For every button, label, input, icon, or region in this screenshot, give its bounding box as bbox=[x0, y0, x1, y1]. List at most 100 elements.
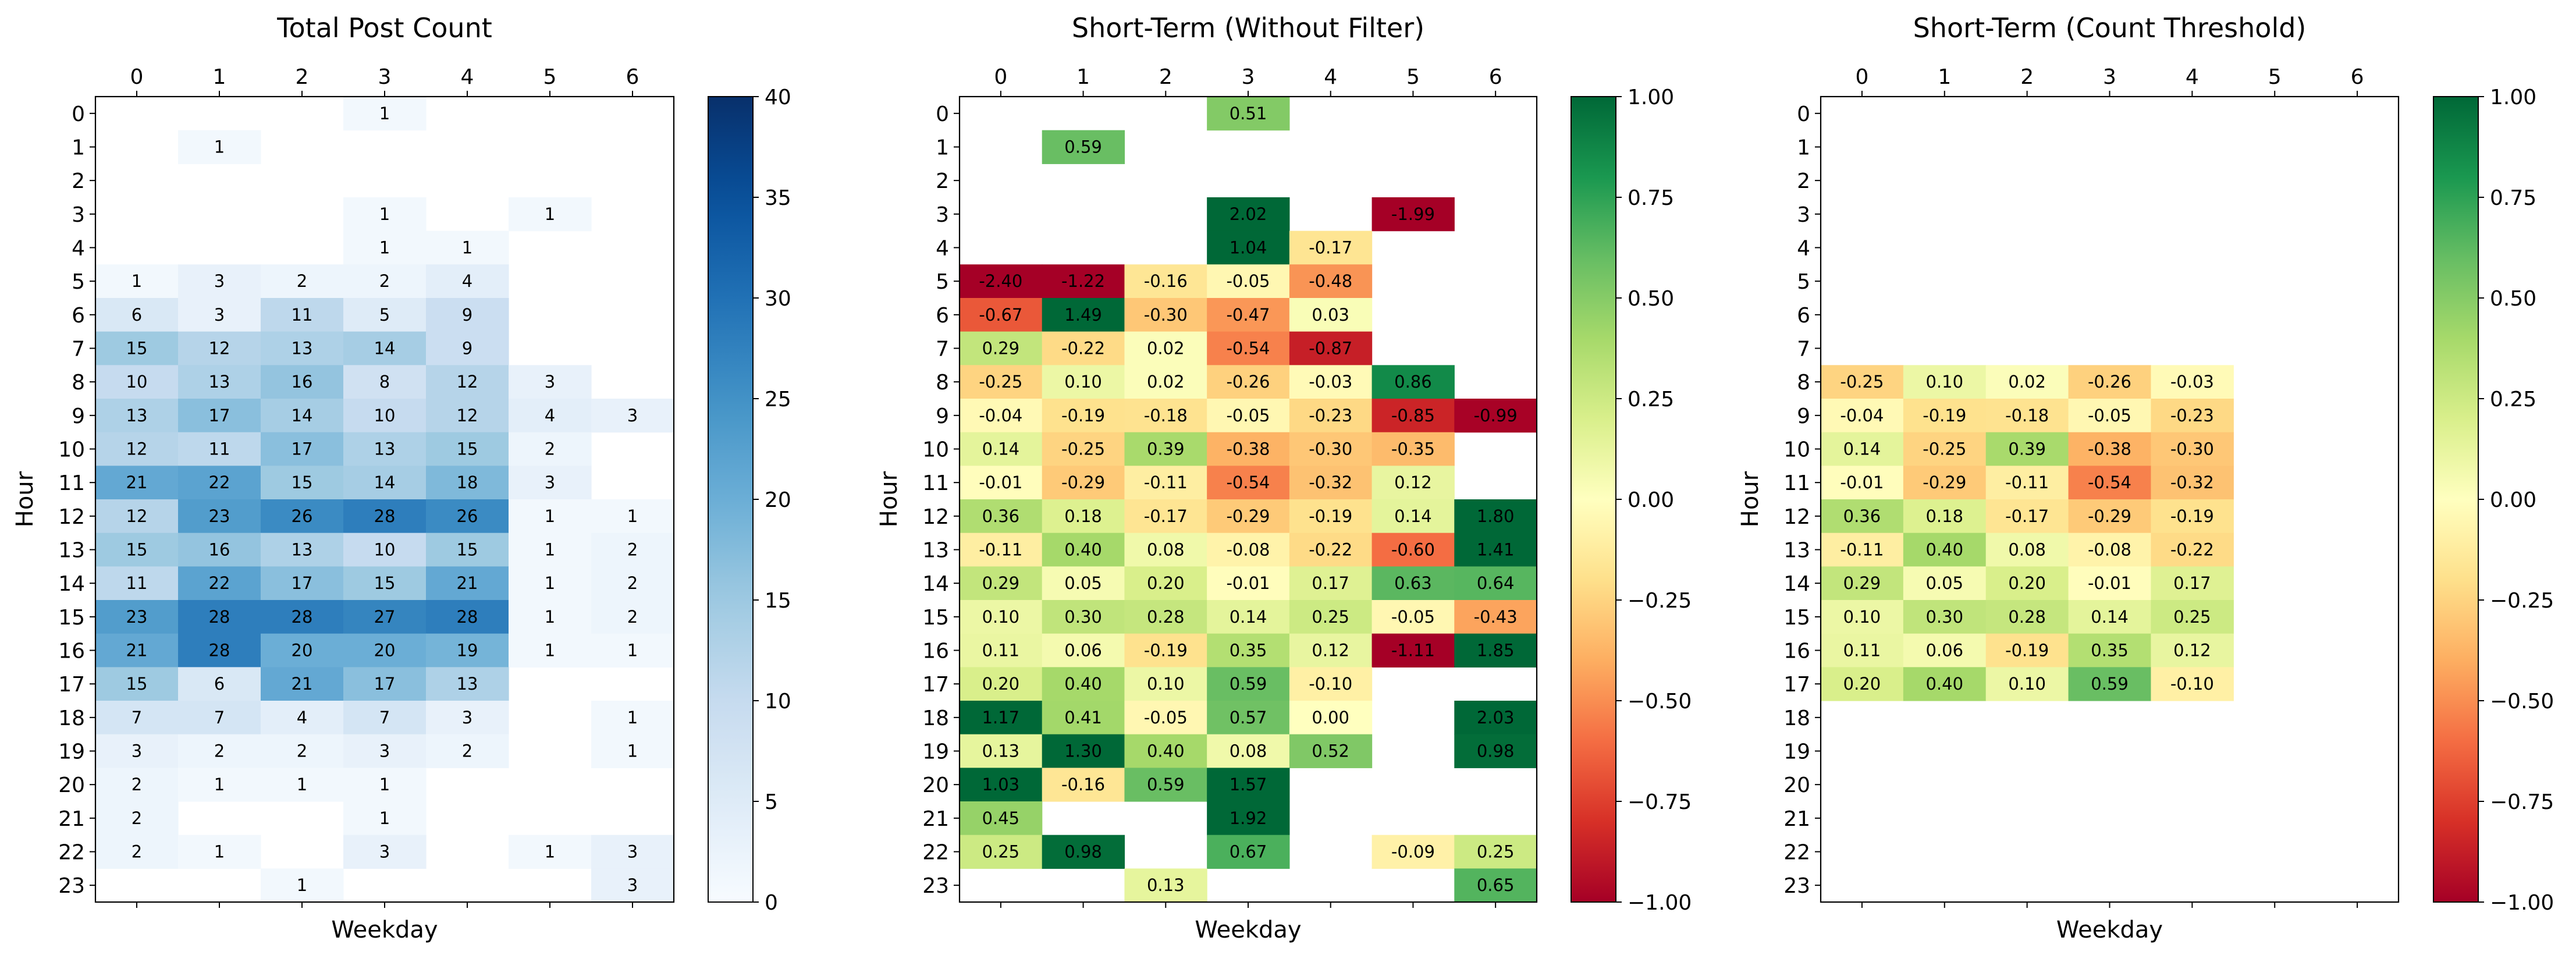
cell-value-label: 21 bbox=[126, 641, 148, 661]
cell-value-label: -0.38 bbox=[1226, 439, 1270, 459]
cell-value-label: 1 bbox=[379, 104, 390, 123]
cell-value-label: 0.11 bbox=[982, 641, 1020, 661]
cell-value-label: -0.11 bbox=[2005, 473, 2049, 492]
heatmap-cell bbox=[2068, 365, 2152, 399]
cell-value-label: 1 bbox=[545, 607, 555, 627]
heatmap-cell bbox=[1042, 264, 1125, 299]
heatmap-cell bbox=[1289, 399, 1373, 433]
y-tick-label: 0 bbox=[72, 102, 85, 126]
cell-value-label: -0.17 bbox=[2005, 506, 2049, 526]
cell-value-label: 0.28 bbox=[2008, 607, 2046, 627]
heatmap-cell bbox=[1289, 533, 1373, 567]
colorbar bbox=[708, 96, 754, 903]
cell-value-label: -0.25 bbox=[979, 372, 1022, 392]
heatmap-cell bbox=[509, 533, 592, 567]
heatmap-cell bbox=[960, 432, 1043, 466]
heatmap-cell bbox=[1289, 432, 1373, 466]
cell-value-label: 0.06 bbox=[1064, 641, 1102, 661]
cell-value-label: 3 bbox=[627, 875, 638, 895]
cell-value-label: -0.01 bbox=[979, 473, 1022, 492]
cell-value-label: 3 bbox=[379, 842, 390, 862]
heatmap-cell bbox=[1372, 432, 1455, 466]
heatmap-cell bbox=[1124, 399, 1207, 433]
cell-value-label: 14 bbox=[374, 473, 396, 492]
y-tick-label: 21 bbox=[922, 807, 949, 831]
heatmap-cell bbox=[343, 264, 427, 299]
colorbar-tick-label: 25 bbox=[765, 388, 791, 411]
cell-value-label: 0.14 bbox=[2091, 607, 2129, 627]
colorbar-tick-label: 0.50 bbox=[1628, 287, 1674, 311]
cell-value-label: 0.98 bbox=[1064, 842, 1102, 862]
heatmap-cell bbox=[1372, 566, 1455, 601]
cell-value-label: 2.03 bbox=[1477, 708, 1515, 727]
heatmap-cell bbox=[1124, 768, 1207, 802]
cell-value-label: 15 bbox=[457, 439, 478, 459]
cell-value-label: 2 bbox=[297, 271, 307, 291]
heatmap-cell bbox=[591, 533, 674, 567]
y-tick-label: 2 bbox=[72, 169, 85, 193]
cell-value-label: 21 bbox=[457, 573, 478, 593]
cell-value-label: 6 bbox=[132, 305, 142, 325]
cell-value-label: 0.14 bbox=[982, 439, 1020, 459]
heatmap-cell bbox=[1372, 399, 1455, 433]
cell-value-label: 1 bbox=[627, 506, 638, 526]
cell-value-label: 13 bbox=[374, 439, 396, 459]
cell-value-label: 12 bbox=[457, 372, 478, 392]
cell-value-label: -0.25 bbox=[1923, 439, 1966, 459]
heatmap-cell bbox=[1372, 633, 1455, 668]
heatmap-cell bbox=[178, 835, 261, 869]
cell-value-label: 0.63 bbox=[1394, 573, 1432, 593]
cell-value-label: 0.29 bbox=[982, 573, 1020, 593]
heatmap-cell bbox=[95, 466, 179, 500]
heatmap-cell bbox=[1124, 466, 1207, 500]
cell-value-label: 1.57 bbox=[1230, 775, 1267, 794]
y-tick-label: 14 bbox=[922, 572, 949, 596]
x-axis-label: Weekday bbox=[1195, 917, 1301, 943]
cell-value-label: 0.40 bbox=[1925, 674, 1963, 694]
cell-value-label: 10 bbox=[126, 372, 148, 392]
cell-value-label: 2 bbox=[627, 540, 638, 560]
cell-value-label: 1 bbox=[214, 842, 225, 862]
colorbar-tick-label: 30 bbox=[765, 287, 791, 311]
heatmap-cell bbox=[1821, 432, 1904, 466]
cell-value-label: 1.30 bbox=[1064, 741, 1102, 761]
cell-value-label: 0.35 bbox=[2091, 641, 2129, 661]
y-tick-label: 9 bbox=[72, 404, 85, 428]
cell-value-label: 1 bbox=[379, 204, 390, 224]
x-tick-label: 6 bbox=[2351, 65, 2364, 89]
heatmap-cell bbox=[343, 466, 427, 500]
heatmap-cell bbox=[509, 197, 592, 232]
heatmap-cell bbox=[1207, 801, 1290, 836]
y-tick-label: 18 bbox=[922, 707, 949, 730]
heatmap-cell bbox=[178, 130, 261, 164]
heatmap-cell bbox=[426, 399, 509, 433]
heatmap-cell bbox=[95, 533, 179, 567]
cell-value-label: -0.16 bbox=[1061, 775, 1105, 794]
cell-value-label: 28 bbox=[209, 607, 230, 627]
y-tick-label: 4 bbox=[936, 237, 949, 261]
y-tick-label: 23 bbox=[1783, 874, 1810, 898]
cell-value-label: 2 bbox=[627, 607, 638, 627]
heatmap-cell bbox=[2151, 432, 2234, 466]
colorbar-tick-label: 0.50 bbox=[2490, 287, 2536, 311]
heatmap-cell bbox=[426, 667, 509, 701]
cell-value-label: 12 bbox=[126, 506, 148, 526]
heatmap-cell bbox=[95, 768, 179, 802]
heatmap-cell bbox=[95, 298, 179, 332]
heatmap-cell bbox=[1454, 734, 1537, 768]
cell-value-label: 0.06 bbox=[1925, 641, 1963, 661]
heatmap-cell bbox=[2068, 667, 2152, 701]
y-tick-label: 7 bbox=[936, 338, 949, 361]
heatmap-panel-0: 111 11 11 3 2 2 46 3 11 5 915 12 13 14 910 13 16 8 12 313 17… bbox=[12, 12, 791, 943]
cell-value-label: 0.59 bbox=[1147, 775, 1185, 794]
y-tick-label: 7 bbox=[72, 338, 85, 361]
cell-value-label: 19 bbox=[457, 641, 478, 661]
cell-value-label: 2 bbox=[132, 808, 142, 828]
cell-value-label: 0.59 bbox=[2091, 674, 2129, 694]
colorbar-tick-label: 0.75 bbox=[2490, 186, 2536, 210]
x-tick-label: 2 bbox=[2020, 65, 2034, 89]
heatmap-cell bbox=[343, 97, 427, 131]
heatmap-cell bbox=[1124, 499, 1207, 534]
heatmap-cell bbox=[1985, 600, 2069, 634]
